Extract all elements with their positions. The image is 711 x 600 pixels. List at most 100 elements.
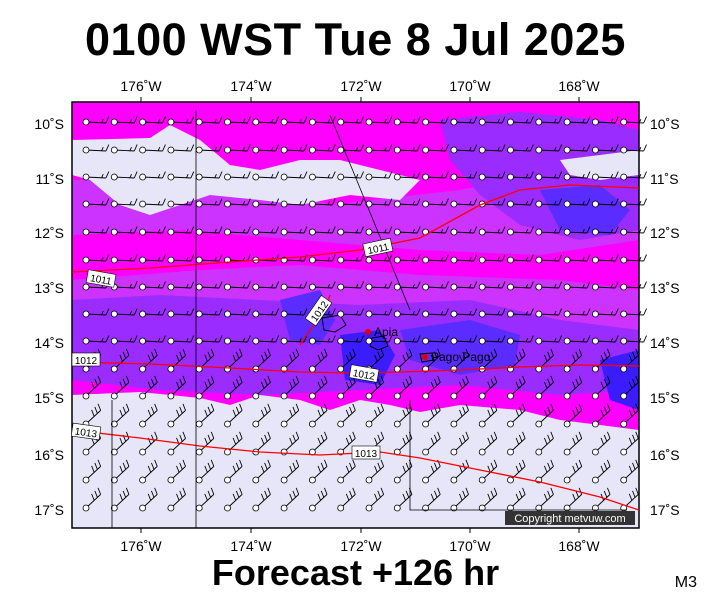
wind-barb-feather <box>469 118 472 123</box>
wind-barb-feather <box>614 308 619 316</box>
wind-station-dot <box>620 283 628 291</box>
wind-barb-feather <box>355 256 359 261</box>
wind-station-dot <box>535 200 543 208</box>
wind-barb-feather <box>317 493 322 501</box>
wind-barb-feather <box>247 308 251 316</box>
wind-station-dot <box>365 392 373 400</box>
wind-barb-feather <box>530 308 534 316</box>
wind-barb-feather <box>380 459 385 467</box>
wind-station-dot <box>139 310 147 318</box>
wind-barb-feather <box>445 254 449 262</box>
wind-station-dot <box>507 118 514 126</box>
wind-barb-feather <box>384 310 387 315</box>
wind-barb-feather <box>218 335 223 343</box>
wind-barb-feather <box>497 146 500 151</box>
wind-barb-feather <box>497 256 500 261</box>
wind-station-dot <box>252 392 260 400</box>
wind-barb-feather <box>270 173 274 178</box>
wind-station-dot <box>224 448 231 456</box>
wind-barb-feather <box>430 493 435 501</box>
wind-barb-feather <box>247 254 251 262</box>
wind-barb-feather <box>162 198 166 206</box>
wind-barb-feather <box>239 403 243 411</box>
wind-barb-feather <box>440 283 444 288</box>
lon-label: 176˚W <box>120 78 162 94</box>
wind-barb-feather <box>430 381 435 389</box>
wind-barb-feather <box>525 310 529 315</box>
wind-station-dot <box>224 392 231 400</box>
wind-barb-feather <box>295 431 300 439</box>
wind-station-dot <box>422 283 430 291</box>
wind-barb-feather <box>94 490 98 498</box>
wind-barb-feather <box>437 348 441 356</box>
wind-station-dot <box>110 392 118 400</box>
wind-barb-feather <box>275 254 280 262</box>
wind-station-dot <box>450 283 458 291</box>
wind-station-dot <box>110 256 118 264</box>
lat-label: 16˚S <box>650 447 680 463</box>
lat-label: 17˚S <box>34 502 64 518</box>
wind-barb-feather <box>218 171 223 179</box>
wind-station-dot <box>450 118 458 126</box>
wind-station-dot <box>365 146 373 154</box>
wind-station-dot <box>280 392 288 400</box>
wind-barb-feather <box>416 254 421 262</box>
lon-label: 174˚W <box>230 78 272 94</box>
wind-barb-feather <box>242 200 246 205</box>
wind-barb-feather <box>412 310 415 315</box>
wind-barb-feather <box>462 378 466 386</box>
wind-barb-feather <box>289 493 293 501</box>
wind-barb-feather <box>525 228 529 233</box>
wind-barb-feather <box>355 173 359 178</box>
wind-barb-feather <box>182 348 186 356</box>
wind-station-dot <box>82 337 90 345</box>
wind-station-dot <box>139 448 147 456</box>
wind-barb-feather <box>157 337 161 342</box>
wind-barb-feather <box>101 337 104 342</box>
wind-barb-feather <box>101 118 104 123</box>
wind-barb-feather <box>289 354 293 362</box>
wind-barb-feather <box>264 406 268 414</box>
wind-station-dot <box>393 420 401 428</box>
wind-barb-feather <box>384 228 387 233</box>
wind-station-dot <box>337 146 345 154</box>
wind-barb-feather <box>632 434 636 442</box>
wind-barb-feather <box>384 283 387 288</box>
wind-barb-feather <box>324 431 328 439</box>
wind-barb-feather <box>179 462 183 470</box>
wind-barb-feather <box>186 283 189 288</box>
wind-station-dot <box>422 118 430 126</box>
wind-barb-feather <box>643 281 647 289</box>
lat-label: 14˚S <box>650 335 680 351</box>
wind-barb-feather <box>239 487 243 495</box>
wind-station-dot <box>280 118 288 126</box>
wind-barb-feather <box>603 462 608 470</box>
wind-station-dot <box>422 476 430 484</box>
wind-barb-feather <box>632 462 636 470</box>
wind-barb-feather <box>530 171 534 179</box>
wind-barb-feather <box>186 173 189 178</box>
wind-station-dot <box>535 228 543 236</box>
wind-station-dot <box>337 256 345 264</box>
wind-station-dot <box>167 228 175 236</box>
wind-station-dot <box>82 283 90 291</box>
wind-barb-feather <box>133 144 138 152</box>
wind-barb-feather <box>327 337 331 342</box>
wind-station-dot <box>450 365 458 373</box>
wind-barb-feather <box>377 462 381 470</box>
wind-barb-feather <box>465 375 469 383</box>
wind-barb-feather <box>638 146 642 151</box>
wind-barb-feather <box>493 348 498 356</box>
wind-barb-feather <box>190 335 195 343</box>
wind-barb-feather <box>440 310 444 315</box>
lat-label: 12˚S <box>34 225 64 241</box>
wind-barb-feather <box>270 283 274 288</box>
wind-barb-feather <box>345 381 350 389</box>
wind-barb-feather <box>232 493 237 501</box>
wind-barb-feather <box>445 308 449 316</box>
wind-barb-feather <box>345 409 350 417</box>
isobar-label: 1011 <box>367 242 391 257</box>
wind-barb-feather <box>242 228 246 233</box>
wind-barb-feather <box>473 254 478 262</box>
wind-station-dot <box>592 146 599 154</box>
